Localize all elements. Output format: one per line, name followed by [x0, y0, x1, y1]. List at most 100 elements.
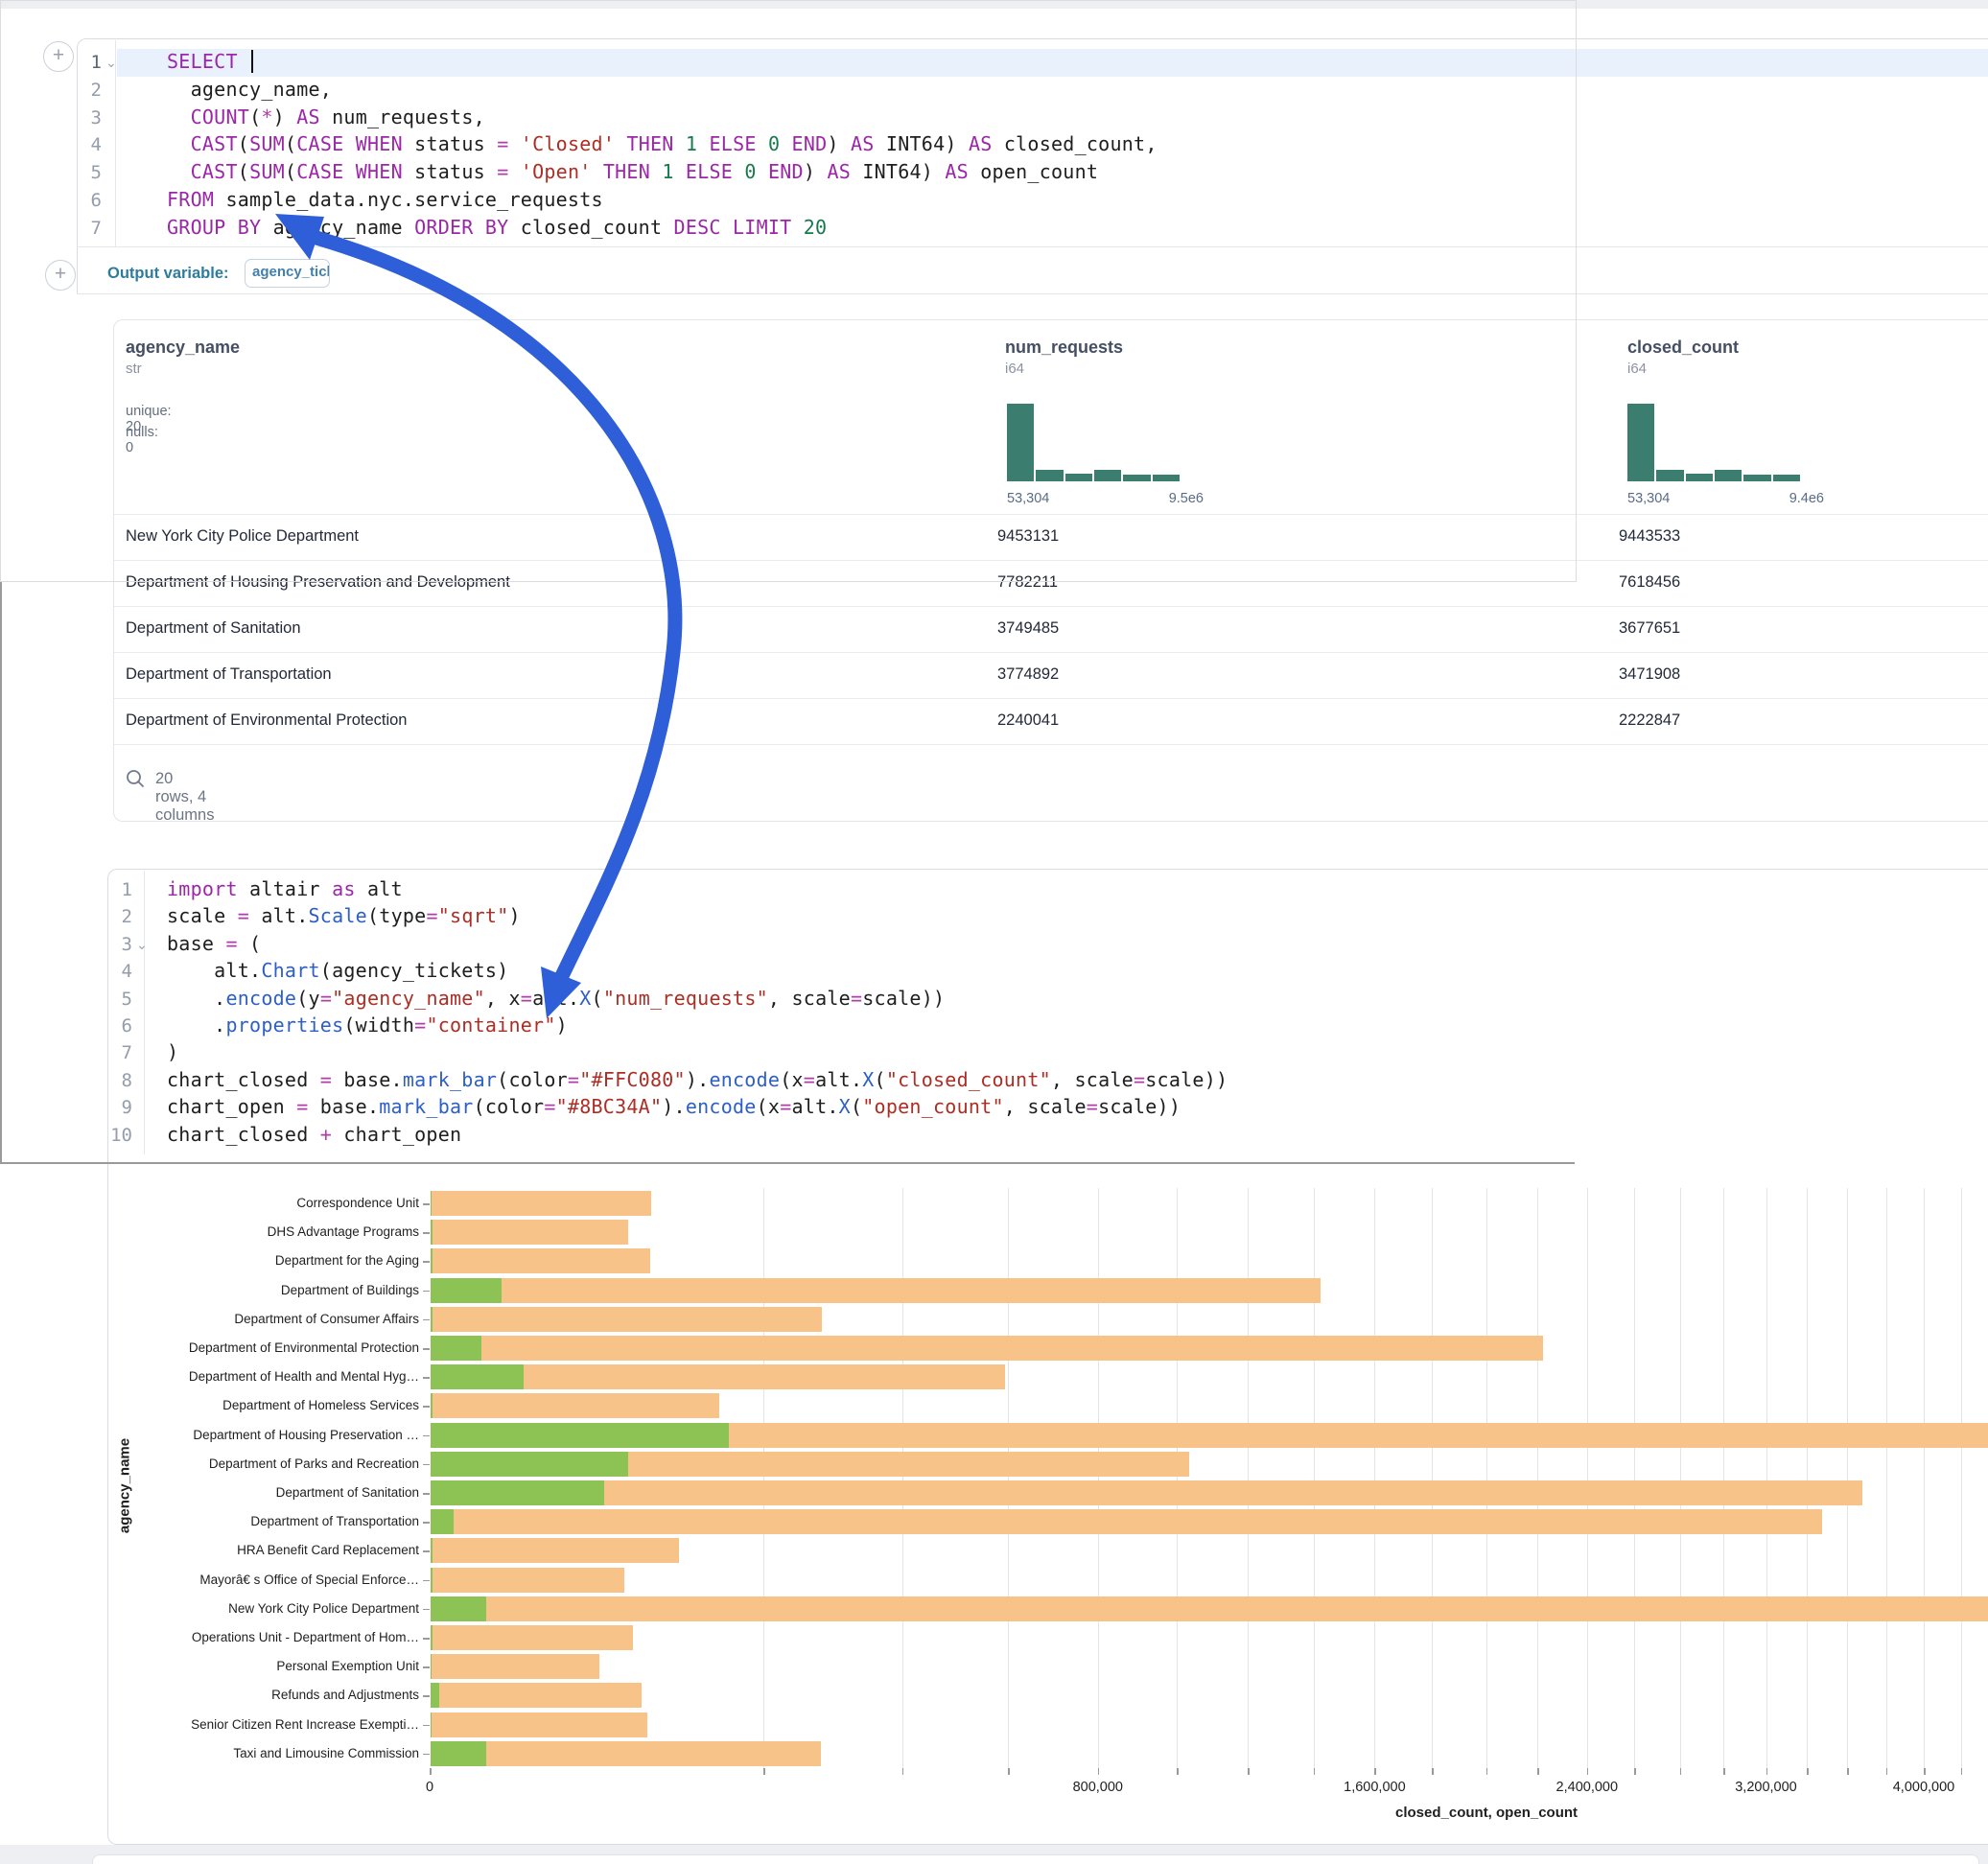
- add-cell-button-top[interactable]: +: [43, 41, 74, 72]
- column-header[interactable]: agency_name: [126, 338, 241, 357]
- code-line[interactable]: CAST(SUM(CASE WHEN status = 'Open' THEN …: [167, 160, 1098, 183]
- x-tick: [763, 1768, 765, 1775]
- bar-closed-count[interactable]: [431, 1191, 652, 1216]
- table-cell-closed-count[interactable]: 7618456: [1619, 573, 1681, 591]
- table-cell-closed-count[interactable]: 2222847: [1619, 711, 1681, 729]
- table-cell-closed-count[interactable]: 3677651: [1619, 619, 1681, 637]
- x-tick: [1177, 1768, 1179, 1775]
- x-tick: [1432, 1768, 1434, 1775]
- code-line[interactable]: .properties(width="container"): [167, 1014, 568, 1037]
- x-tick: [1885, 1768, 1888, 1775]
- table-cell-num-requests[interactable]: 9453131: [997, 527, 1060, 545]
- table-cell-agency-name[interactable]: Department of Sanitation: [126, 619, 301, 637]
- table-cell-agency-name[interactable]: New York City Police Department: [126, 527, 360, 545]
- collapse-chevron-icon[interactable]: ⌄: [105, 55, 117, 70]
- code-token: "container": [426, 1014, 556, 1037]
- bar-closed-count[interactable]: [431, 1712, 648, 1737]
- bar-open-count[interactable]: [431, 1191, 432, 1216]
- code-token: THEN: [602, 160, 651, 184]
- bar-open-count[interactable]: [431, 1393, 433, 1419]
- bar-closed-count[interactable]: [431, 1364, 1005, 1390]
- bar-open-count[interactable]: [431, 1567, 433, 1593]
- bar-open-count[interactable]: [431, 1451, 629, 1477]
- bar-open-count[interactable]: [431, 1336, 481, 1361]
- bar-open-count[interactable]: [431, 1538, 433, 1564]
- bar-closed-count[interactable]: [431, 1740, 821, 1766]
- bar-open-count[interactable]: [431, 1712, 433, 1737]
- bar-closed-count[interactable]: [431, 1336, 1544, 1361]
- table-cell-num-requests[interactable]: 3774892: [997, 665, 1060, 683]
- bar-open-count[interactable]: [431, 1596, 486, 1621]
- code-token: "#FFC080": [579, 1067, 686, 1091]
- bar-closed-count[interactable]: [431, 1596, 1988, 1621]
- table-cell-num-requests[interactable]: 7782211: [997, 573, 1059, 591]
- code-line[interactable]: chart_closed + chart_open: [167, 1123, 461, 1146]
- code-token: INT64): [851, 160, 946, 184]
- code-line[interactable]: base = (: [167, 932, 261, 955]
- collapse-chevron-icon[interactable]: ⌄: [136, 936, 148, 952]
- column-header[interactable]: num_requests: [1005, 338, 1124, 357]
- add-cell-button-output[interactable]: +: [45, 260, 76, 291]
- bar-open-count[interactable]: [431, 1625, 433, 1650]
- bar-closed-count[interactable]: [431, 1393, 719, 1419]
- code-token: INT64): [874, 132, 969, 156]
- code-token: base.: [332, 1067, 403, 1091]
- bar-open-count[interactable]: [431, 1422, 729, 1448]
- code-token: mark_bar: [402, 1067, 498, 1091]
- bar-closed-count[interactable]: [431, 1480, 1862, 1505]
- x-axis-label: 800,000: [1072, 1780, 1124, 1795]
- code-token: ).: [685, 1067, 710, 1091]
- table-cell-closed-count[interactable]: 3471908: [1619, 665, 1681, 683]
- line-number: 1: [90, 52, 102, 73]
- code-line[interactable]: FROM sample_data.nyc.service_requests: [167, 188, 603, 211]
- code-line[interactable]: SELECT: [167, 50, 254, 73]
- line-number: 5: [90, 162, 102, 184]
- bar-open-count[interactable]: [431, 1480, 605, 1505]
- bar-closed-count[interactable]: [431, 1220, 628, 1246]
- x-tick: [1679, 1768, 1681, 1775]
- code-line[interactable]: CAST(SUM(CASE WHEN status = 'Closed' THE…: [167, 132, 1158, 155]
- code-token: (: [237, 160, 250, 184]
- bar-closed-count[interactable]: [431, 1248, 650, 1274]
- bar-closed-count[interactable]: [431, 1683, 642, 1709]
- bar-open-count[interactable]: [431, 1277, 503, 1303]
- x-tick: [1766, 1768, 1767, 1775]
- code-line[interactable]: COUNT(*) AS num_requests,: [167, 105, 485, 128]
- table-cell-agency-name[interactable]: Department of Transportation: [126, 665, 332, 683]
- bar-open-count[interactable]: [431, 1509, 454, 1535]
- line-number: 6: [90, 190, 102, 211]
- code-line[interactable]: .encode(y="agency_name", x=alt.X("num_re…: [167, 987, 945, 1010]
- bar-closed-count[interactable]: [431, 1306, 823, 1332]
- table-cell-closed-count[interactable]: 9443533: [1619, 527, 1681, 545]
- line-number: 3: [121, 933, 132, 955]
- bar-closed-count[interactable]: [431, 1567, 625, 1593]
- code-line[interactable]: chart_open = base.mark_bar(color="#8BC34…: [167, 1095, 1181, 1118]
- x-tick: [1537, 1768, 1539, 1775]
- bar-open-count[interactable]: [431, 1740, 486, 1766]
- bar-open-count[interactable]: [431, 1654, 432, 1680]
- column-header[interactable]: closed_count: [1627, 338, 1740, 357]
- bar-open-count[interactable]: [431, 1248, 433, 1274]
- y-axis-label: Department for the Aging: [274, 1253, 419, 1269]
- code-line[interactable]: ): [167, 1040, 178, 1063]
- code-token: scale)): [1145, 1067, 1228, 1091]
- bar-closed-count[interactable]: [431, 1625, 633, 1650]
- bar-closed-count[interactable]: [431, 1277, 1321, 1303]
- table-cell-num-requests[interactable]: 2240041: [997, 711, 1060, 729]
- bar-open-count[interactable]: [431, 1306, 433, 1332]
- table-cell-num-requests[interactable]: 3749485: [997, 619, 1060, 637]
- bar-open-count[interactable]: [431, 1364, 524, 1390]
- code-token: =: [780, 1095, 792, 1119]
- bar-closed-count[interactable]: [431, 1509, 1822, 1535]
- histogram-bar: [1064, 474, 1092, 481]
- bar-closed-count[interactable]: [431, 1654, 599, 1680]
- code-line[interactable]: chart_closed = base.mark_bar(color="#FFC…: [167, 1068, 1228, 1091]
- bar-closed-count[interactable]: [431, 1538, 679, 1564]
- line-number: 2: [121, 906, 132, 928]
- search-icon[interactable]: [125, 768, 146, 789]
- code-line[interactable]: agency_name,: [167, 78, 332, 101]
- bar-open-count[interactable]: [431, 1220, 433, 1246]
- code-token: (x: [780, 1067, 804, 1091]
- y-axis-label: Department of Homeless Services: [222, 1398, 419, 1413]
- bar-open-count[interactable]: [431, 1683, 439, 1709]
